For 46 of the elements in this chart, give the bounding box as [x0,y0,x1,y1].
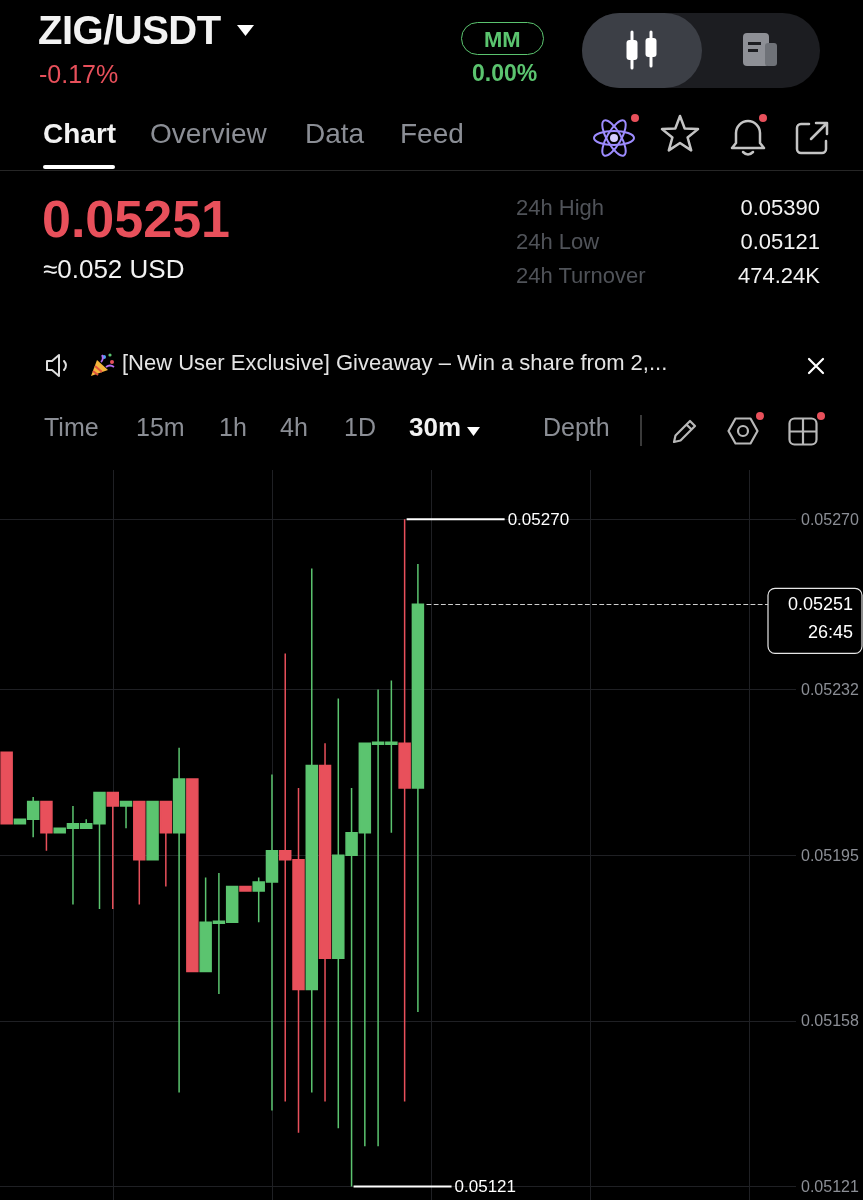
text: ≈0.052 USD [43,254,185,285]
ref-line-label: 0.05251 [787,594,853,615]
text: Data [305,118,365,151]
text: Overview [150,118,267,151]
text: 474.24K [738,263,820,289]
candlestick [318,742,332,1103]
text: 0.05121 [740,229,820,255]
candlestick [159,800,173,888]
text: 4h [280,413,308,442]
y-tick-label: 0.05121 [801,1178,859,1196]
chart-title: ZIG/USDT [38,7,221,53]
text: Depth [543,413,610,442]
text: Chart [43,118,117,151]
text: 0.00% [472,60,538,87]
text: 24h Low [516,229,600,255]
text: Time [44,413,99,442]
candlestick [119,800,133,830]
annotation: 0.05121 [454,1177,517,1197]
text: [New User Exclusive] Giveaway – Win a share from 2,... [122,350,668,376]
chart-subtitle: -0.17% [39,60,119,89]
text: 24h High [516,195,605,221]
candlestick [133,800,146,906]
candlestick [239,885,252,892]
text: MM [484,27,521,53]
candlestick [411,563,425,1013]
text: Feed [400,118,464,151]
candlestick [0,751,13,825]
text: 15m [136,413,185,442]
text: 1D [344,413,376,442]
text: 24h Turnover [516,263,646,289]
candlestick [40,800,53,852]
candlestick [106,791,120,910]
annotation: 0.05270 [507,509,570,529]
y-tick-label: 0.05158 [801,1012,859,1030]
candlestick [146,800,159,861]
candlestick [305,567,319,1094]
text: 1h [219,413,247,442]
text: 26:45 [807,622,853,643]
candlestick [172,746,186,1094]
text: 0.05390 [740,195,820,221]
y-tick-label: 0.05232 [801,680,859,698]
text: 0.05251 [42,190,230,250]
candlestick [186,778,199,973]
y-tick-label: 0.05195 [801,846,859,864]
y-tick-label: 0.05270 [801,510,859,528]
text: 30m [409,412,462,443]
